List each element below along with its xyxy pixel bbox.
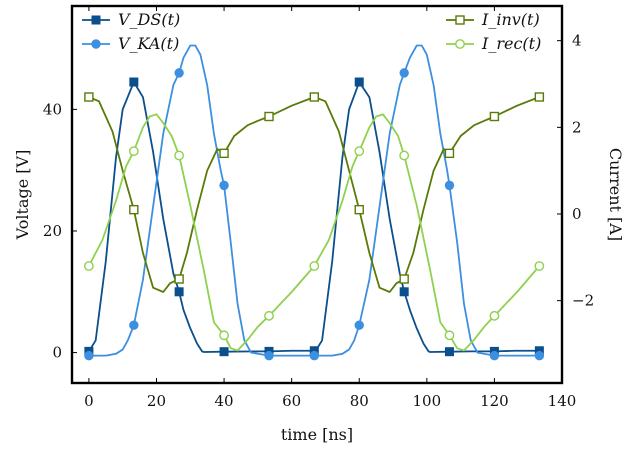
legend-entry: V_DS(t) [82,10,180,29]
data-point [444,148,455,159]
data-point [84,92,94,102]
data-point [489,111,500,122]
y-left-tick-label: 20 [43,222,62,240]
y-right-tick-label: 0 [572,205,582,223]
data-point [83,261,94,271]
data-point [309,261,320,271]
data-point [354,77,364,87]
series-line [88,44,540,357]
data-point [354,146,365,157]
data-point [489,310,500,321]
ticks-layer: 0 20 40 60 80 100 120 140 0 20 40 −2 0 2 4 [43,6,594,410]
data-point [219,330,229,341]
legend-marker [91,39,101,49]
x-tick-label: 140 [548,392,577,410]
x-axis-title: time [ns] [281,425,353,444]
x-tick-label: 60 [282,392,301,410]
data-point [264,310,274,321]
legend-right: I_inv(t) I_rec(t) [446,10,541,53]
data-point [219,180,229,191]
data-point [399,68,409,78]
x-tick-label: 120 [480,392,509,410]
data-point [174,150,185,161]
x-tick-label: 40 [215,392,234,410]
legend-label: I_rec(t) [481,34,541,53]
data-point [444,347,454,357]
y-right-tick-label: −2 [572,292,594,310]
data-point [489,350,500,361]
data-point [354,204,364,215]
x-tick-label: 80 [350,392,369,410]
legend-marker [91,15,101,25]
legend-entry: I_rec(t) [446,34,541,53]
data-point [219,148,229,159]
data-point [534,350,545,361]
data-point [174,274,184,284]
legend-left: V_DS(t) V_KA(t) [82,10,180,53]
y-left-tick-label: 0 [52,344,62,362]
x-tick-label: 0 [84,392,94,410]
y-right-tick-label: 4 [572,32,582,50]
y-left-tick-label: 40 [43,100,62,118]
y-right-tick-label: 2 [572,118,582,136]
legend-marker [455,39,465,49]
data-point [174,287,184,297]
data-point [264,111,274,122]
data-point [219,347,229,357]
legend-label: I_inv(t) [481,10,540,29]
series-layer [83,44,545,361]
data-point [399,150,410,161]
y-axis-right-title: Current [A] [606,148,625,241]
series-line [88,113,541,352]
data-point [534,92,545,102]
legend-label: V_KA(t) [118,34,179,53]
data-point [534,261,545,271]
data-point [128,146,139,157]
data-point [264,350,274,361]
data-point [129,204,139,215]
data-point [129,77,139,87]
series-2 [84,92,545,293]
x-tick-label: 100 [413,392,442,410]
data-point [129,320,139,330]
data-point [399,274,409,284]
data-point [444,330,455,341]
data-point [399,287,409,297]
series-line [88,81,540,353]
series-0 [84,77,544,357]
legend-marker [455,15,465,25]
x-tick-label: 20 [147,392,166,410]
data-point [354,320,364,330]
data-point [309,350,319,361]
data-point [174,68,184,78]
data-point [84,350,94,361]
legend-entry: I_inv(t) [446,10,540,29]
data-point [309,92,319,102]
data-point [444,180,455,191]
legend-label: V_DS(t) [118,10,180,29]
y-axis-left-title: Voltage [V] [13,150,32,241]
plot-frame [70,4,564,385]
series-3 [83,113,545,352]
legend-entry: V_KA(t) [82,34,179,53]
